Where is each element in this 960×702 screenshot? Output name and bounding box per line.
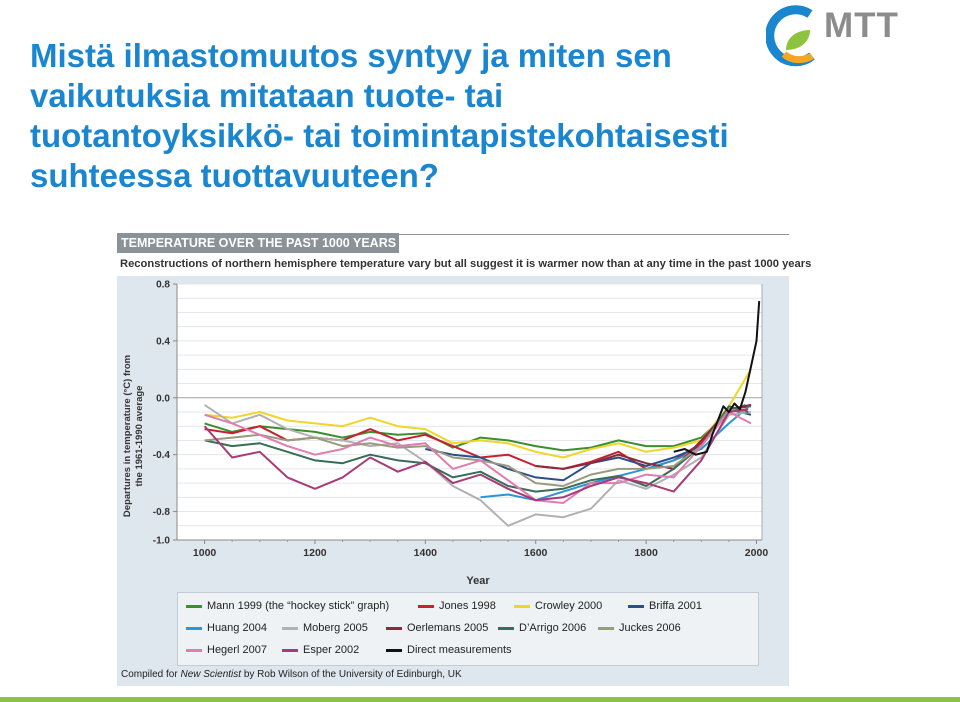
x-tick-label: 1400 [414,547,438,559]
credit-publication: New Scientist [180,669,242,680]
legend-item: Esper 2002 [282,643,359,657]
grid [177,283,762,541]
y-tick-label: -0.4 [153,450,171,461]
chart-title: TEMPERATURE OVER THE PAST 1000 YEARS [117,233,399,253]
legend-swatch [386,626,402,630]
x-tick-label: 1800 [634,547,658,559]
chart-title-rule [399,234,789,235]
legend-swatch [598,626,614,630]
legend-label: Esper 2002 [303,644,360,656]
series-line-9 [204,411,752,504]
legend-item: Direct measurements [386,643,512,657]
slide-title: Mistä ilmastomuutos syntyy ja miten sen … [30,36,830,196]
x-tick-label: 1200 [303,547,327,559]
legend-label: Direct measurements [407,644,512,656]
legend-swatch [186,604,202,608]
legend-item: Crowley 2000 [514,599,602,613]
accent-bar [0,697,960,702]
chart-credit: Compiled for New Scientist by Rob Wilson… [121,669,462,680]
series-line-0 [204,403,746,452]
legend-item: Oerlemans 2005 [386,621,488,635]
legend-swatch [386,648,402,652]
x-axis-label: Year [466,575,490,587]
slide-title-line-2: vaikutuksia mitataan tuote- tai [30,77,504,114]
credit-suffix: by Rob Wilson of the University of Edinb… [241,669,462,680]
x-tick-label: 1000 [193,547,217,559]
x-tick-label: 2000 [745,547,769,559]
series-line-11 [673,301,761,456]
chart-header: TEMPERATURE OVER THE PAST 1000 YEARS Rec… [117,230,811,276]
legend-label: Juckes 2006 [619,622,681,634]
y-axis-label-line-1: Departures in temperature (°C) from [122,355,133,517]
legend-item: Hegerl 2007 [186,643,267,657]
chart-subtitle: Reconstructions of northern hemisphere t… [120,258,812,270]
logo-wordmark: MTT [824,6,899,45]
mtt-logo-icon [765,5,815,67]
credit-prefix: Compiled for [121,669,181,680]
legend-label: Hegerl 2007 [207,644,267,656]
legend-swatch [514,604,530,608]
legend-swatch [628,604,644,608]
legend-label: Moberg 2005 [303,622,368,634]
series-line-10 [203,408,749,502]
legend-swatch [282,648,298,652]
legend-label: D’Arrigo 2006 [519,622,587,634]
temperature-chart: TEMPERATURE OVER THE PAST 1000 YEARS Rec… [117,230,811,686]
y-tick-label: 0.0 [156,393,170,404]
legend-item: Mann 1999 (the “hockey stick” graph) [186,599,389,613]
y-tick-label: 0.8 [156,280,170,291]
legend-swatch [186,648,202,652]
y-axis-label-line-2: the 1961-1990 average [134,386,145,487]
legend-swatch [498,626,514,630]
legend-label: Briffa 2001 [649,600,703,612]
legend-item: Moberg 2005 [282,621,368,635]
legend-item: Jones 1998 [418,599,496,613]
series-line-7 [204,405,749,493]
series-line-2 [204,368,752,459]
series-line-5 [204,404,752,527]
legend-label: Jones 1998 [439,600,496,612]
y-tick-label: 0.4 [156,336,170,347]
legend-label: Oerlemans 2005 [407,622,489,634]
slide-title-line-3: tuotantoyksikkö- tai toimintapistekohtai… [30,117,729,154]
y-tick-label: -0.8 [153,507,171,518]
legend-swatch [418,604,434,608]
chart-legend: Mann 1999 (the “hockey stick” graph) Jone… [177,592,759,666]
legend-swatch [186,626,202,630]
slide-title-line-1: Mistä ilmastomuutos syntyy ja miten sen [30,37,672,74]
legend-item: Huang 2004 [186,621,267,635]
legend-item: Briffa 2001 [628,599,702,613]
legend-item: D’Arrigo 2006 [498,621,586,635]
axes: 0.8 0.4 0.0 -0.4 -0.8 -1.0 1000 1200 1400 1600 180… [153,280,769,560]
mtt-logo: MTT [765,4,936,70]
plot-area: 0.8 0.4 0.0 -0.4 -0.8 -1.0 1000 1200 1400 1600 180… [122,280,769,588]
slide-title-line-4: suhteessa tuottavuuteen? [30,157,439,194]
legend-swatch [282,626,298,630]
y-tick-label: -1.0 [153,536,171,547]
series-lines [203,301,761,527]
legend-label: Crowley 2000 [535,600,603,612]
legend-item: Juckes 2006 [598,621,681,635]
legend-label: Mann 1999 (the “hockey stick” graph) [207,600,390,612]
x-tick-label: 1600 [524,547,548,559]
legend-label: Huang 2004 [207,622,267,634]
